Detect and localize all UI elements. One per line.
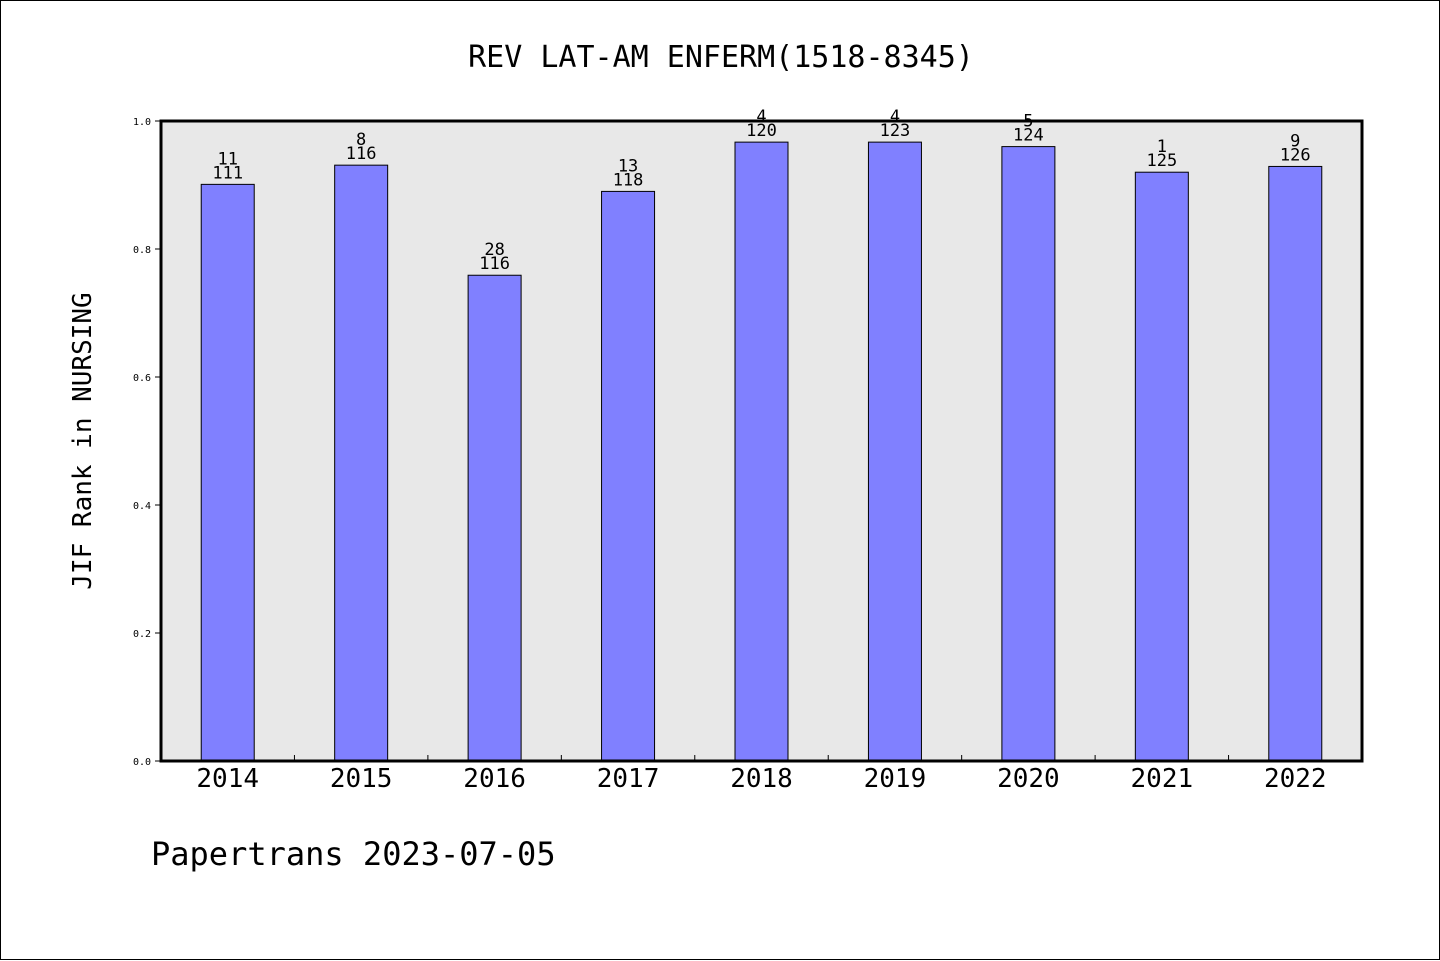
bar-rank-label: 11 bbox=[217, 149, 237, 169]
bar-total-label: 111 bbox=[212, 163, 243, 183]
bar-2022 bbox=[1268, 165, 1323, 762]
bar-2020 bbox=[1001, 146, 1056, 762]
y-axis: 0.0 0.2 0.4 0.6 0.8 1.0 bbox=[133, 117, 161, 768]
bar-total-label: 124 bbox=[1013, 126, 1044, 146]
bar-total-label: 125 bbox=[1146, 151, 1177, 171]
x-tick-label: 2014 bbox=[196, 764, 259, 794]
x-tick-label: 2019 bbox=[864, 764, 927, 794]
x-tick-label: 2020 bbox=[997, 764, 1060, 794]
chart-title: REV LAT-AM ENFERM(1518-8345) bbox=[468, 40, 974, 75]
y-tick-label: 0.8 bbox=[133, 245, 151, 256]
bar-2014 bbox=[200, 183, 255, 762]
bar-total-label: 126 bbox=[1280, 145, 1311, 165]
bar-total-label: 120 bbox=[746, 121, 777, 141]
x-tick-label: 2021 bbox=[1131, 764, 1194, 794]
bar-total-label: 118 bbox=[613, 170, 644, 190]
bar-2018 bbox=[734, 141, 789, 762]
y-tick-label: 0.2 bbox=[133, 629, 151, 640]
bar-2019 bbox=[867, 141, 922, 762]
bar-2017 bbox=[601, 190, 656, 762]
bar-total-label: 123 bbox=[880, 121, 911, 141]
y-tick-label: 0.6 bbox=[133, 373, 151, 384]
x-axis: 2014 2015 2016 2017 2018 2019 2020 2021 2022 bbox=[196, 755, 1327, 794]
bar-rank-label: 9 bbox=[1290, 131, 1300, 151]
bar-2016 bbox=[467, 274, 522, 762]
bar-total-label: 116 bbox=[479, 254, 510, 274]
bar-rank-label: 4 bbox=[890, 107, 900, 127]
plot-frame bbox=[159, 119, 1364, 763]
y-axis-label: JIF Rank in NURSING bbox=[68, 292, 98, 589]
bar-2021 bbox=[1134, 171, 1189, 762]
bar-rank-label: 13 bbox=[618, 156, 638, 176]
y-tick-label: 0.0 bbox=[133, 757, 151, 768]
x-tick-label: 2017 bbox=[597, 764, 660, 794]
bar-rank-label: 1 bbox=[1157, 137, 1167, 157]
bar-rank-label: 4 bbox=[756, 107, 766, 127]
bar-total-label: 116 bbox=[346, 144, 377, 164]
bar-2015 bbox=[334, 164, 389, 762]
bars bbox=[200, 141, 1323, 762]
bar-rank-label: 8 bbox=[356, 130, 366, 150]
x-tick-label: 2015 bbox=[330, 764, 393, 794]
x-tick-label: 2016 bbox=[463, 764, 526, 794]
footer-text: Papertrans 2023-07-05 bbox=[151, 835, 556, 873]
bar-rank-label: 28 bbox=[484, 240, 504, 260]
x-tick-label: 2018 bbox=[730, 764, 793, 794]
y-tick-label: 1.0 bbox=[133, 117, 151, 128]
y-tick-label: 0.4 bbox=[133, 501, 151, 512]
x-tick-label: 2022 bbox=[1264, 764, 1327, 794]
